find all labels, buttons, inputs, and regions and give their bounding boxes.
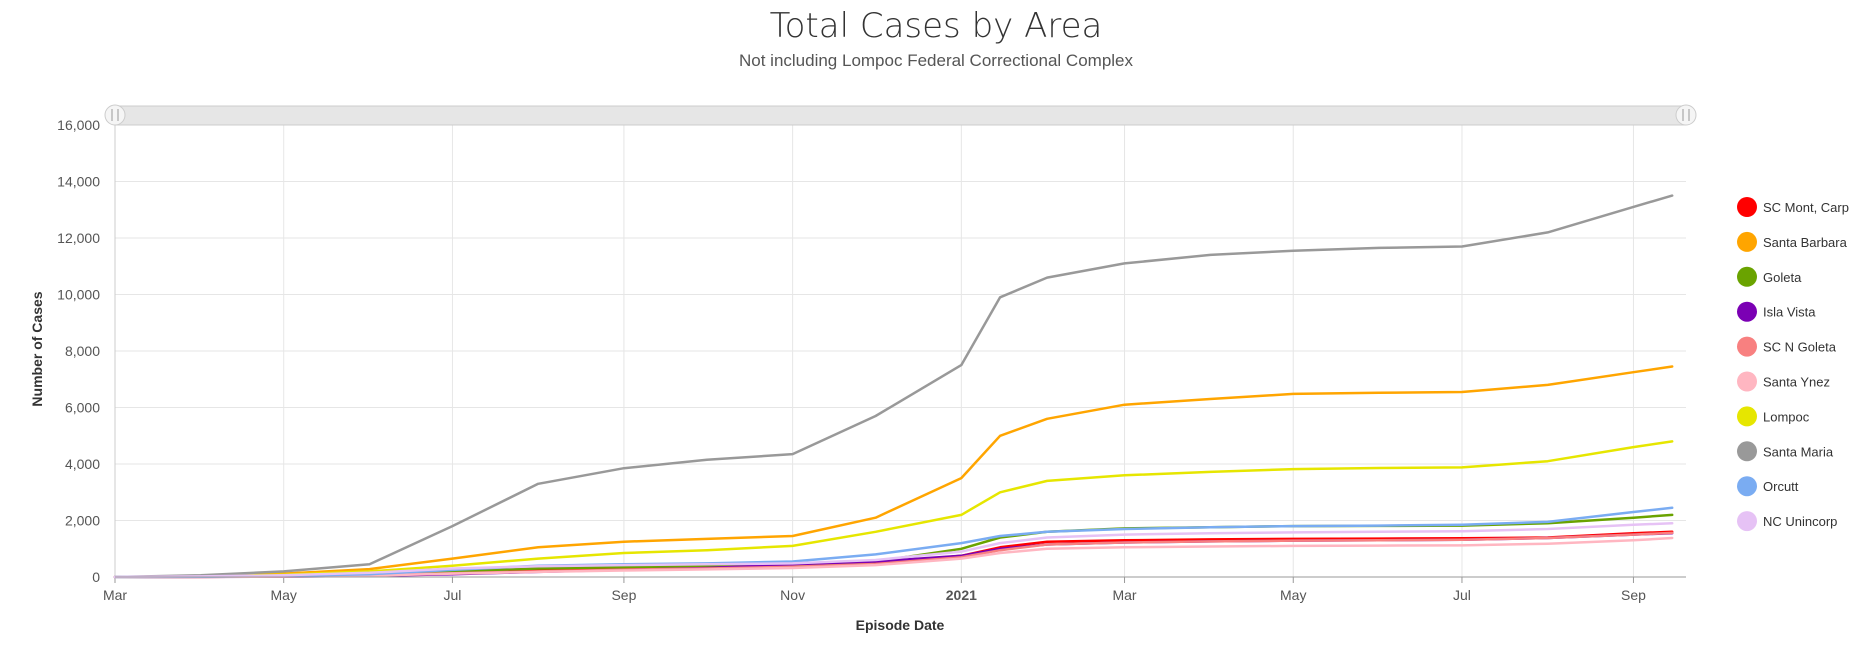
chart-title: Total Cases by Area (770, 6, 1103, 46)
y-axis-title: Number of Cases (29, 291, 45, 406)
y-tick-label: 2,000 (65, 513, 100, 529)
legend-label: Orcutt (1763, 479, 1799, 494)
legend-item[interactable]: Santa Ynez (1737, 371, 1830, 392)
x-tick-label: 2021 (946, 587, 977, 603)
y-tick-label: 0 (92, 569, 100, 585)
y-tick-label: 12,000 (57, 230, 100, 246)
legend-label: NC Unincorp (1763, 514, 1837, 529)
chart-subtitle: Not including Lompoc Federal Correctiona… (739, 51, 1134, 70)
legend-item[interactable]: Santa Barbara (1737, 231, 1848, 252)
legend-label: Santa Maria (1763, 444, 1834, 459)
x-tick-label: Jul (443, 587, 461, 603)
x-tick-label: Mar (1112, 587, 1136, 603)
legend-item[interactable]: Lompoc (1737, 406, 1810, 427)
y-tick-label: 16,000 (57, 117, 100, 133)
y-tick-label: 6,000 (65, 400, 100, 416)
legend-item[interactable]: Goleta (1737, 266, 1802, 287)
legend-label: Lompoc (1763, 409, 1810, 424)
y-tick-label: 8,000 (65, 343, 100, 359)
y-tick-label: 14,000 (57, 174, 100, 190)
legend-item[interactable]: Santa Maria (1737, 441, 1834, 462)
legend-label: SC Mont, Carp (1763, 200, 1849, 215)
series-line-9 (113, 522, 1674, 579)
range-navigator-track[interactable] (114, 105, 1687, 126)
legend-item[interactable]: Isla Vista (1737, 301, 1816, 322)
x-tick-label: Jul (1453, 587, 1471, 603)
series-line-1 (113, 365, 1674, 579)
legend-marker (1737, 231, 1757, 252)
x-axis-title: Episode Date (856, 617, 945, 633)
legend-marker (1737, 336, 1757, 357)
legend-label: Goleta (1763, 270, 1802, 285)
y-tick-label: 10,000 (57, 287, 100, 303)
series-line-6 (113, 440, 1674, 579)
legend-marker (1737, 371, 1757, 392)
legend-label: Isla Vista (1763, 305, 1816, 320)
legend-label: Santa Barbara (1763, 235, 1848, 250)
y-tick-label: 4,000 (65, 456, 100, 472)
legend-label: SC N Goleta (1763, 340, 1837, 355)
legend-marker (1737, 476, 1757, 497)
x-axis-ticks: Mar May Jul Sep Nov 2021 Mar May Jul Sep (103, 577, 1646, 603)
x-tick-label: Mar (103, 587, 127, 603)
legend-item[interactable]: Orcutt (1737, 476, 1799, 497)
legend-marker (1737, 266, 1757, 287)
legend-item[interactable]: SC N Goleta (1737, 336, 1837, 357)
series-line-7 (113, 194, 1674, 579)
legend-marker (1737, 441, 1757, 462)
legend-marker (1737, 406, 1757, 427)
legend-item[interactable]: SC Mont, Carp (1737, 197, 1849, 217)
legend-marker (1737, 301, 1757, 322)
legend-marker (1737, 197, 1757, 217)
x-tick-label: May (270, 587, 296, 603)
range-handle-right[interactable] (1675, 104, 1697, 126)
legend-label: Santa Ynez (1763, 375, 1830, 390)
series-line-8 (113, 506, 1674, 579)
x-tick-label: Nov (780, 587, 805, 603)
legend-marker (1737, 511, 1757, 532)
legend: SC Mont, Carp Santa Barbara Goleta Isla Vis… (1737, 197, 1849, 532)
series-lines (113, 194, 1674, 579)
x-tick-label: Sep (611, 587, 636, 603)
range-navigator[interactable] (104, 104, 1697, 126)
y-axis-ticks: 0 2,000 4,000 6,000 8,000 10,000 12,000 14,000 1… (57, 117, 100, 585)
x-tick-label: Sep (1621, 587, 1646, 603)
range-handle-left[interactable] (104, 104, 126, 126)
series-line-5 (113, 536, 1674, 579)
x-tick-label: May (1280, 587, 1306, 603)
legend-item[interactable]: NC Unincorp (1737, 511, 1837, 532)
grid (114, 124, 1686, 578)
